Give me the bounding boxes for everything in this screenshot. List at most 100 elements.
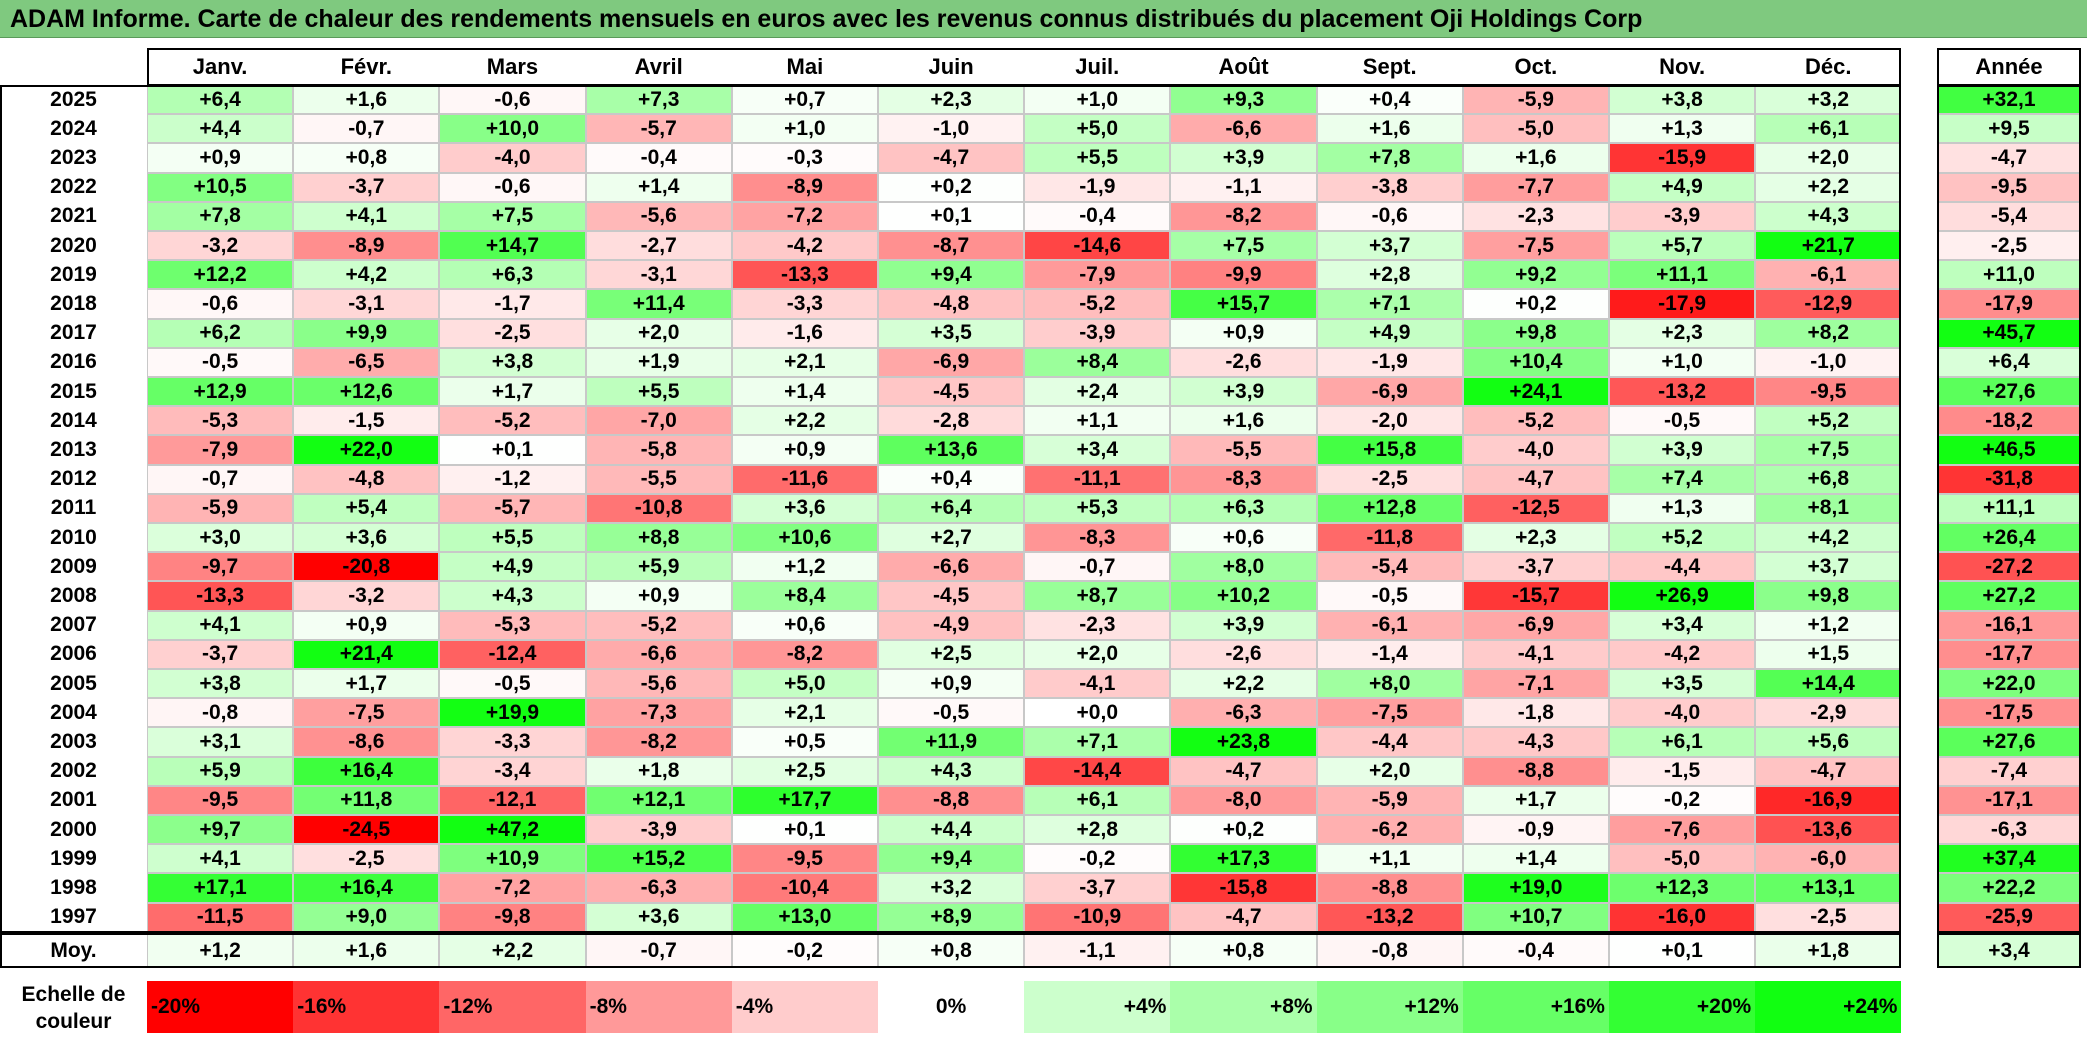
heatmap-cell: +10,2 <box>1170 581 1317 611</box>
heatmap-cell: +3,5 <box>1609 669 1756 699</box>
heatmap-cell: +0,5 <box>731 727 878 757</box>
heatmap-cell: +15,2 <box>585 844 732 874</box>
heatmap-cell: +5,3 <box>1024 493 1171 523</box>
heatmap-cell: -8,8 <box>1462 756 1609 786</box>
heatmap-cell: +9,8 <box>1462 318 1609 348</box>
chart-title: ADAM Informe. Carte de chaleur des rende… <box>0 0 2087 38</box>
heatmap-cell: -11,8 <box>1316 523 1463 553</box>
heatmap-cell: -0,6 <box>1316 201 1463 231</box>
month-header: Août <box>1170 48 1317 85</box>
heatmap-cell: +3,6 <box>585 902 732 932</box>
heatmap-cell: +5,5 <box>439 523 586 553</box>
heatmap-cell: -0,5 <box>1609 406 1756 436</box>
heatmap-cell: -17,9 <box>1609 289 1756 319</box>
heatmap-cell: -3,9 <box>1024 318 1171 348</box>
heatmap-cell: +5,5 <box>585 377 732 407</box>
annual-cell: +27,2 <box>1937 581 2081 611</box>
heatmap-cell: -2,7 <box>585 231 732 261</box>
year-label: 2007 <box>50 613 97 637</box>
heatmap-cell: -7,2 <box>731 201 878 231</box>
month-header: Mai <box>731 48 878 85</box>
heatmap-cell: +7,1 <box>1316 289 1463 319</box>
average-cell: -1,1 <box>1024 933 1171 968</box>
heatmap-cell: +47,2 <box>439 815 586 845</box>
heatmap-cell: -8,8 <box>1316 873 1463 903</box>
heatmap-cell: +0,2 <box>878 172 1025 202</box>
heatmap-cell: +0,9 <box>585 581 732 611</box>
year-label: 2001 <box>50 788 97 812</box>
heatmap-cell: +2,2 <box>731 406 878 436</box>
heatmap-cell: +1,3 <box>1609 114 1756 144</box>
heatmap-cell: -5,6 <box>585 669 732 699</box>
color-scale-step: -12% <box>439 981 586 1033</box>
heatmap-cell: +11,8 <box>293 785 440 815</box>
heatmap-cell: +12,1 <box>585 785 732 815</box>
heatmap-cell: +1,6 <box>1316 114 1463 144</box>
heatmap-cell: -0,7 <box>293 114 440 144</box>
color-scale-label-line1: Echelle de <box>21 983 126 1006</box>
heatmap-cell: +1,7 <box>439 377 586 407</box>
annual-cell: +27,6 <box>1937 727 2081 757</box>
heatmap-cell: -7,5 <box>1462 231 1609 261</box>
heatmap-cell: +21,4 <box>293 639 440 669</box>
color-scale-step: +4% <box>1024 981 1171 1033</box>
annual-cell: +37,4 <box>1937 844 2081 874</box>
heatmap-cell: +0,6 <box>731 610 878 640</box>
color-scale-step: +8% <box>1170 981 1317 1033</box>
heatmap-cell: -1,9 <box>1024 172 1171 202</box>
heatmap-cell: +6,8 <box>1755 464 1902 494</box>
heatmap-cell: -1,1 <box>1170 172 1317 202</box>
heatmap-cell: -6,6 <box>585 639 732 669</box>
heatmap-cell: -0,9 <box>1462 815 1609 845</box>
heatmap-cell: -2,9 <box>1755 698 1902 728</box>
heatmap-cell: +0,2 <box>1462 289 1609 319</box>
heatmap-cell: -12,5 <box>1462 493 1609 523</box>
heatmap-cell: +9,2 <box>1462 260 1609 290</box>
average-cell: -0,2 <box>731 933 878 968</box>
annual-cell: -17,5 <box>1937 698 2081 728</box>
heatmap-cell: +0,4 <box>1316 85 1463 115</box>
heatmap-cell: +10,9 <box>439 844 586 874</box>
heatmap-cell: +6,3 <box>439 260 586 290</box>
heatmap-cell: -1,0 <box>878 114 1025 144</box>
heatmap-cell: -8,9 <box>731 172 878 202</box>
heatmap-cell: +5,2 <box>1755 406 1902 436</box>
heatmap-cell: -14,6 <box>1024 231 1171 261</box>
month-header: Avril <box>585 48 732 85</box>
year-label: 2009 <box>50 554 97 578</box>
heatmap-cell: -1,0 <box>1755 347 1902 377</box>
heatmap-cell: +0,2 <box>1170 815 1317 845</box>
heatmap-cell: -11,1 <box>1024 464 1171 494</box>
heatmap-cell: -5,0 <box>1609 844 1756 874</box>
heatmap-cell: +8,8 <box>585 523 732 553</box>
heatmap-cell: -7,3 <box>585 698 732 728</box>
year-label: 2010 <box>50 525 97 549</box>
heatmap-cell: -0,4 <box>1024 201 1171 231</box>
heatmap-cell: -0,6 <box>439 172 586 202</box>
annual-cell: -17,1 <box>1937 785 2081 815</box>
year-label: 2018 <box>50 291 97 315</box>
heatmap-cell: -0,5 <box>147 347 294 377</box>
heatmap-cell: +5,0 <box>1024 114 1171 144</box>
color-scale-step: -8% <box>585 981 732 1033</box>
heatmap-cell: -4,7 <box>1170 902 1317 932</box>
heatmap-cell: +1,1 <box>1024 406 1171 436</box>
heatmap-cell: +17,1 <box>147 873 294 903</box>
annual-cell: -6,3 <box>1937 815 2081 845</box>
heatmap-cell: -4,7 <box>878 143 1025 173</box>
year-label: 2013 <box>50 437 97 461</box>
heatmap-cell: +10,0 <box>439 114 586 144</box>
heatmap-cell: -0,3 <box>731 143 878 173</box>
heatmap-cell: -5,9 <box>1316 785 1463 815</box>
annual-cell: -17,7 <box>1937 639 2081 669</box>
heatmap-cell: +4,1 <box>147 610 294 640</box>
heatmap-cell: -12,4 <box>439 639 586 669</box>
month-header: Déc. <box>1755 48 1902 85</box>
heatmap-cell: +2,3 <box>878 85 1025 115</box>
heatmap-cell: +2,5 <box>731 756 878 786</box>
heatmap-cell: +2,0 <box>1755 143 1902 173</box>
heatmap-cell: +1,2 <box>731 552 878 582</box>
heatmap-cell: -3,7 <box>293 172 440 202</box>
heatmap-cell: -8,2 <box>731 639 878 669</box>
heatmap-cell: -4,0 <box>1462 435 1609 465</box>
